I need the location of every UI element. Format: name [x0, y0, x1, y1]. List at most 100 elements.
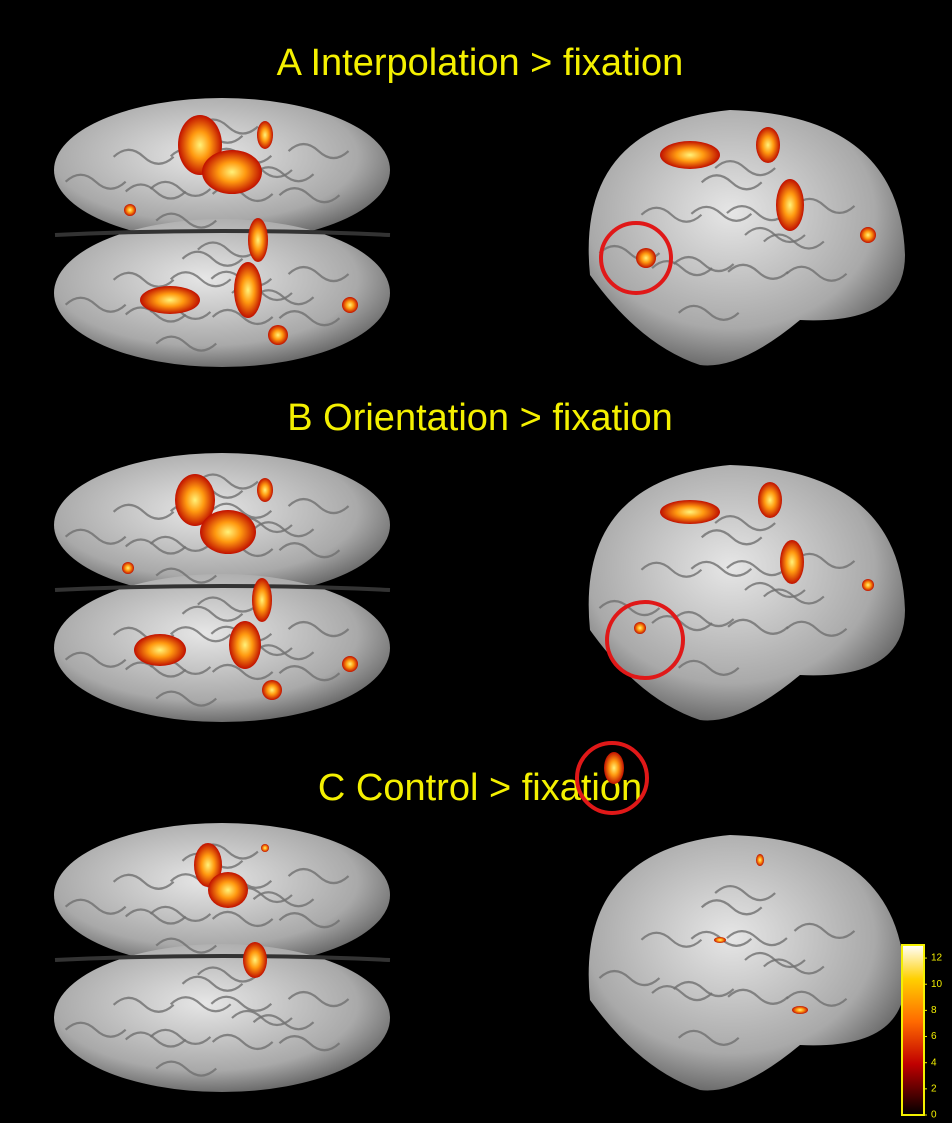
brain-top-view — [54, 823, 391, 1092]
activation — [262, 680, 282, 700]
colorbar-tick-label: 12 — [931, 953, 943, 964]
sulcus — [714, 885, 776, 902]
activation — [140, 286, 200, 314]
panel-title: C Control > fixation — [318, 767, 642, 809]
sulcus — [672, 255, 735, 273]
sulcus — [125, 661, 187, 678]
sulcus — [64, 173, 127, 190]
activation — [268, 325, 288, 345]
sulcus — [677, 659, 740, 676]
activation — [257, 478, 273, 502]
sulcus — [287, 142, 350, 160]
sulcus — [677, 304, 740, 321]
sulcus — [197, 241, 259, 258]
sulcus — [640, 561, 703, 578]
sulcus — [211, 308, 274, 326]
sulcus — [155, 1060, 217, 1077]
brain-side-view — [588, 752, 905, 1091]
sulcus — [278, 912, 341, 929]
activation — [780, 540, 804, 584]
brain-lateral — [588, 110, 905, 366]
sulcus — [112, 148, 175, 165]
colorbar-tick-label: 4 — [931, 1057, 937, 1068]
sulcus — [278, 542, 341, 559]
activation — [122, 562, 134, 574]
activation — [194, 843, 222, 887]
hemisphere — [54, 574, 390, 722]
sulcus — [763, 233, 825, 250]
sulcus — [287, 497, 350, 515]
sulcus — [690, 205, 753, 222]
activation — [862, 579, 874, 591]
activation — [758, 482, 782, 518]
sulcus — [64, 898, 127, 915]
colorbar-tick-label: 2 — [931, 1083, 937, 1094]
sulcus — [210, 502, 273, 519]
activation — [257, 121, 273, 149]
sulcus — [211, 663, 274, 681]
activation — [342, 297, 358, 313]
sulcus — [211, 910, 274, 928]
sulcus — [640, 931, 703, 948]
activation — [756, 854, 764, 866]
sulcus — [155, 212, 217, 229]
colorbar-tick-label: 0 — [931, 1110, 937, 1121]
sulcus — [672, 980, 735, 998]
activation — [208, 872, 248, 908]
sulcus — [125, 908, 187, 925]
sulcus — [700, 899, 763, 916]
sulcus — [252, 521, 315, 538]
sulcus — [112, 271, 175, 288]
sulcus — [211, 1033, 274, 1051]
sulcus — [125, 306, 187, 323]
sulcus — [252, 644, 315, 661]
brain-top-view — [54, 453, 391, 722]
activation — [124, 204, 136, 216]
brain-side-view — [588, 110, 905, 366]
sulcus — [651, 259, 713, 277]
activation — [714, 937, 726, 943]
sulcus — [785, 990, 848, 1007]
sulcus — [727, 988, 789, 1005]
sulcus — [785, 620, 848, 637]
sulcus — [287, 265, 350, 283]
sulcus — [726, 930, 788, 947]
sulcus — [714, 160, 776, 177]
sulcus — [287, 620, 350, 638]
sulcus — [64, 528, 127, 545]
activation — [200, 510, 256, 554]
sulcus — [210, 995, 273, 1012]
sulcus — [651, 614, 713, 632]
sulcus — [287, 867, 350, 885]
sulcus — [763, 958, 825, 975]
sulcus — [727, 618, 789, 635]
activation — [252, 578, 272, 622]
activation — [229, 621, 261, 669]
sulcus — [700, 529, 763, 546]
sulcus — [197, 966, 259, 983]
sulcus — [598, 969, 661, 987]
activation — [202, 150, 262, 194]
activation — [134, 634, 186, 666]
sulcus — [197, 596, 259, 613]
activation — [261, 844, 269, 852]
sulcus — [640, 206, 703, 223]
sulcus — [149, 180, 212, 197]
sulcus — [278, 310, 341, 327]
sulcus — [112, 503, 175, 520]
highlight-circle — [605, 600, 685, 680]
sulcus — [155, 335, 217, 352]
activation — [243, 942, 267, 978]
sulcus — [231, 1009, 293, 1027]
colorbar-tick-label: 10 — [931, 979, 943, 990]
brain-lateral — [588, 835, 905, 1091]
sulcus — [169, 626, 232, 643]
panel-title: A Interpolation > fixation — [277, 42, 684, 84]
sulcus — [181, 250, 244, 267]
sulcus — [252, 166, 315, 183]
sulcus — [149, 905, 212, 922]
fissure — [54, 954, 391, 962]
colorbar-tick-label: 6 — [931, 1031, 937, 1042]
